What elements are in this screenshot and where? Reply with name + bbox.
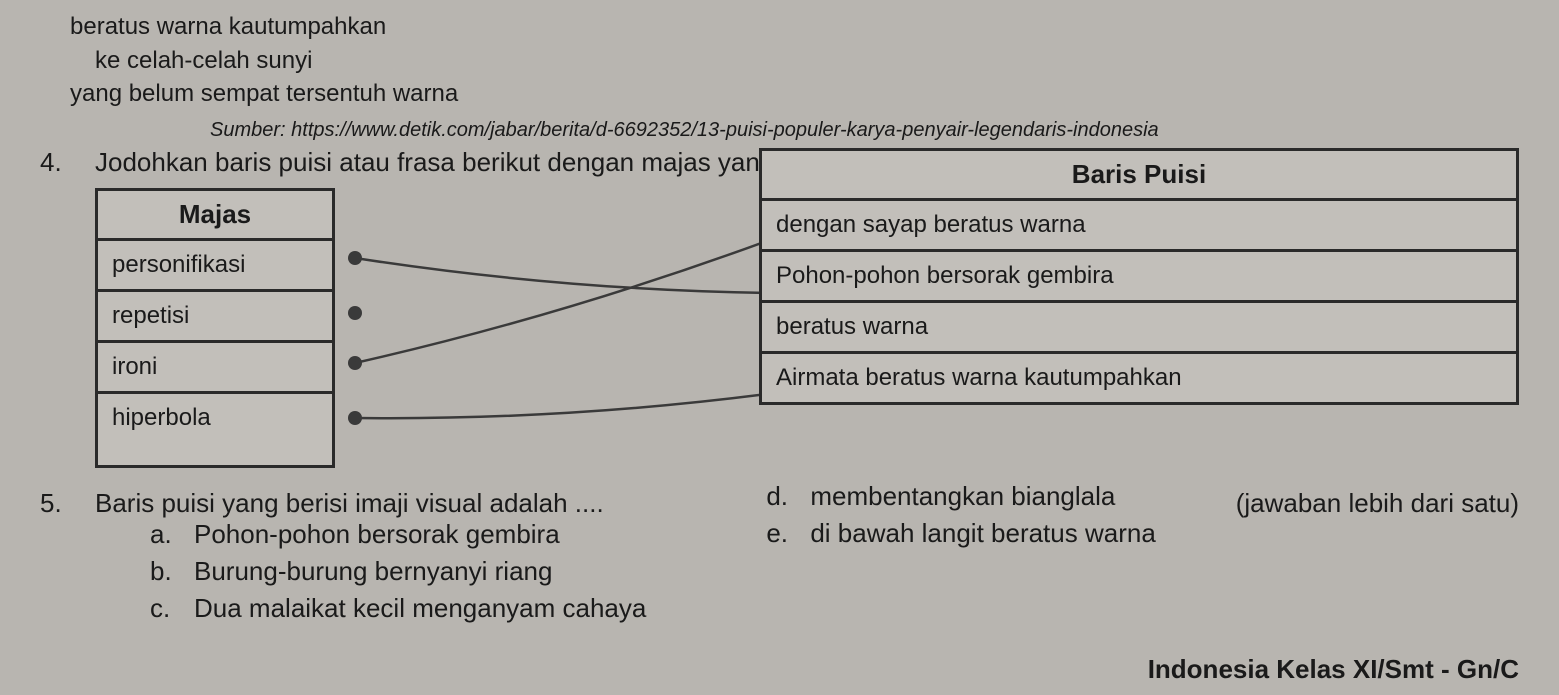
baris-puisi-item: beratus warna (762, 303, 1516, 354)
baris-puisi-item: Pohon-pohon bersorak gembira (762, 252, 1516, 303)
poem-line-2: ke celah-celah sunyi (95, 44, 1519, 78)
poem-line-3: yang belum sempat tersentuh warna (70, 77, 1519, 111)
option-letter: e. (766, 518, 796, 549)
majas-item: repetisi (98, 292, 332, 343)
option-b: b. Burung-burung bernyanyi riang (150, 556, 646, 587)
option-letter: d. (766, 481, 796, 512)
option-letter: a. (150, 519, 180, 550)
question-5-options: a. Pohon-pohon bersorak gembira b. Burun… (150, 519, 1519, 624)
option-a: a. Pohon-pohon bersorak gembira (150, 519, 646, 550)
baris-puisi-header: Baris Puisi (762, 151, 1516, 201)
option-c: c. Dua malaikat kecil menganyam cahaya (150, 593, 646, 624)
poem-excerpt: beratus warna kautumpahkan ke celah-cela… (40, 10, 1519, 111)
majas-header: Majas (98, 191, 332, 241)
page-footer: Indonesia Kelas XI/Smt - Gn/C (1148, 654, 1519, 685)
option-text: di bawah langit beratus warna (810, 518, 1155, 549)
matching-exercise: Majas personifikasi repetisi ironi hiper… (95, 188, 1519, 468)
option-letter: c. (150, 593, 180, 624)
poem-line-1: beratus warna kautumpahkan (70, 10, 1519, 44)
question-5-note: (jawaban lebih dari satu) (1236, 488, 1519, 519)
majas-table: Majas personifikasi repetisi ironi hiper… (95, 188, 335, 468)
majas-item: personifikasi (98, 241, 332, 292)
option-text: Burung-burung bernyanyi riang (194, 556, 552, 587)
matching-lines-svg (335, 148, 795, 468)
baris-puisi-item: dengan sayap beratus warna (762, 201, 1516, 252)
option-text: membentangkan bianglala (810, 481, 1115, 512)
option-text: Dua malaikat kecil menganyam cahaya (194, 593, 646, 624)
option-d: d. membentangkan bianglala (766, 481, 1155, 512)
question-4-number: 4. (40, 147, 95, 178)
source-citation: Sumber: https://www.detik.com/jabar/beri… (210, 119, 1519, 142)
option-e: e. di bawah langit beratus warna (766, 518, 1155, 549)
majas-item: hiperbola (98, 394, 332, 442)
option-letter: b. (150, 556, 180, 587)
majas-item: ironi (98, 343, 332, 394)
question-5: 5. Baris puisi yang berisi imaji visual … (40, 488, 1519, 624)
question-5-number: 5. (40, 488, 95, 519)
baris-puisi-item: Airmata beratus warna kautumpahkan (762, 354, 1516, 402)
baris-puisi-table: Baris Puisi dengan sayap beratus warna P… (759, 148, 1519, 405)
option-text: Pohon-pohon bersorak gembira (194, 519, 560, 550)
